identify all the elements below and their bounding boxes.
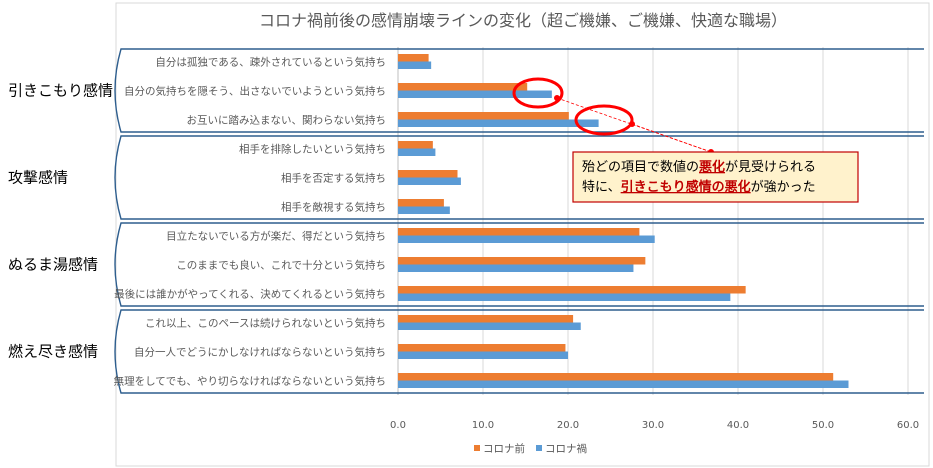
bar-pre-corona bbox=[398, 286, 746, 294]
category-label: このままでも良い、これで十分という気持ち bbox=[176, 259, 386, 272]
legend-label: コロナ禍 bbox=[545, 442, 587, 455]
category-label: これ以上、このペースは続けられないという気持ち bbox=[145, 317, 386, 330]
bar-pre-corona bbox=[398, 112, 569, 120]
category-label: 自分は孤独である、疎外されているという気持ち bbox=[155, 56, 386, 69]
bar-pre-corona bbox=[398, 315, 574, 323]
category-label: 無理をしてでも、やり切らなければならないという気持ち bbox=[114, 375, 386, 388]
category-label: 相手を排除したいという気持ち bbox=[239, 143, 386, 156]
highlight-circle-1 bbox=[512, 77, 564, 109]
group-bracket bbox=[114, 222, 924, 307]
annotation-line-2-pre: 特に、 bbox=[582, 180, 621, 195]
bar-corona bbox=[398, 206, 450, 214]
category-labels: 自分は孤独である、疎外されているという気持ち自分の気持ちを隠そう、出さないでいよ… bbox=[114, 56, 386, 388]
leader-dot-2 bbox=[629, 121, 635, 127]
leader-line-2 bbox=[631, 123, 712, 153]
leader-dot-1 bbox=[554, 95, 560, 101]
annotation-line-1-pre: 殆どの項目で数値の bbox=[582, 159, 699, 175]
annotation-line-1-post: が見受けられる bbox=[725, 160, 816, 175]
x-tick-label: 30.0 bbox=[642, 420, 664, 431]
category-label: 相手を否定する気持ち bbox=[281, 172, 386, 185]
legend: コロナ前 コロナ禍 bbox=[474, 442, 587, 455]
legend-swatch bbox=[536, 445, 542, 451]
bar-corona bbox=[398, 148, 436, 156]
bar-pre-corona bbox=[398, 54, 429, 62]
bar-corona bbox=[398, 322, 581, 330]
bar-pre-corona bbox=[398, 83, 528, 91]
x-tick-label: 40.0 bbox=[727, 420, 749, 431]
group-label: 燃え尽き感情 bbox=[8, 343, 98, 361]
bar-pre-corona bbox=[398, 170, 458, 178]
category-label: 自分一人でどうにかしなければならないという気持ち bbox=[134, 346, 386, 359]
annotation-background bbox=[572, 151, 859, 203]
bars bbox=[398, 54, 849, 388]
bar-corona bbox=[398, 235, 655, 243]
group-label: 攻撃感情 bbox=[8, 169, 68, 187]
bar-pre-corona bbox=[398, 141, 433, 149]
bar-corona bbox=[398, 119, 599, 127]
bar-corona bbox=[398, 61, 432, 69]
bar-pre-corona bbox=[398, 373, 834, 381]
category-label: 目立たないでいる方が楽だ、得だという気持ち bbox=[166, 230, 386, 243]
legend-label: コロナ前 bbox=[483, 442, 525, 455]
x-tick-label: 10.0 bbox=[472, 420, 494, 431]
annotation-line-2-highlight: 引きこもり感情の悪化 bbox=[621, 179, 751, 195]
chart-title: コロナ禍前後の感情崩壊ラインの変化（超ご機嫌、ご機嫌、快適な職場） bbox=[259, 11, 787, 30]
bar-pre-corona bbox=[398, 199, 444, 207]
category-label: 最後には誰かがやってくれる、決めてくれるという気持ち bbox=[114, 288, 386, 301]
highlight-circle-2 bbox=[574, 104, 634, 136]
category-label: 自分の気持ちを隠そう、出さないでいようという気持ち bbox=[124, 85, 386, 98]
annotation-line-2-post: が強かった bbox=[751, 180, 816, 195]
x-tick-label: 0.0 bbox=[390, 420, 406, 431]
group-bracket bbox=[114, 48, 924, 133]
group-label: 引きこもり感情 bbox=[8, 82, 113, 100]
bar-pre-corona bbox=[398, 257, 646, 265]
x-tick-label: 60.0 bbox=[897, 420, 919, 431]
category-label: 相手を敵視する気持ち bbox=[281, 201, 386, 214]
bar-corona bbox=[398, 264, 634, 272]
x-tick-labels: 0.0 10.0 20.0 30.0 40.0 50.0 60.0 bbox=[390, 420, 919, 431]
group-bracket bbox=[114, 135, 924, 220]
annotation-line-1-highlight: 悪化 bbox=[699, 159, 725, 175]
annotation-line-2: 特に、引きこもり感情の悪化が強かった bbox=[582, 179, 816, 195]
annotation-line-1: 殆どの項目で数値の悪化が見受けられる bbox=[582, 159, 816, 175]
group-label: ぬるま湯感情 bbox=[8, 256, 98, 274]
bar-corona bbox=[398, 380, 849, 388]
bar-pre-corona bbox=[398, 228, 640, 236]
bar-corona bbox=[398, 177, 461, 185]
legend-swatch bbox=[474, 445, 480, 451]
category-label: お互いに踏み込まない、関わらない気持ち bbox=[187, 114, 387, 127]
group-brackets bbox=[114, 48, 924, 394]
bar-corona bbox=[398, 90, 552, 98]
bar-corona bbox=[398, 351, 568, 359]
x-tick-label: 20.0 bbox=[557, 420, 579, 431]
group-bracket bbox=[114, 309, 924, 394]
bar-corona bbox=[398, 293, 731, 301]
annotation-box: 殆どの項目で数値の悪化が見受けられる 特に、引きこもり感情の悪化が強かった bbox=[572, 151, 859, 203]
x-tick-label: 50.0 bbox=[812, 420, 834, 431]
bar-pre-corona bbox=[398, 344, 566, 352]
gridlines bbox=[397, 47, 909, 395]
